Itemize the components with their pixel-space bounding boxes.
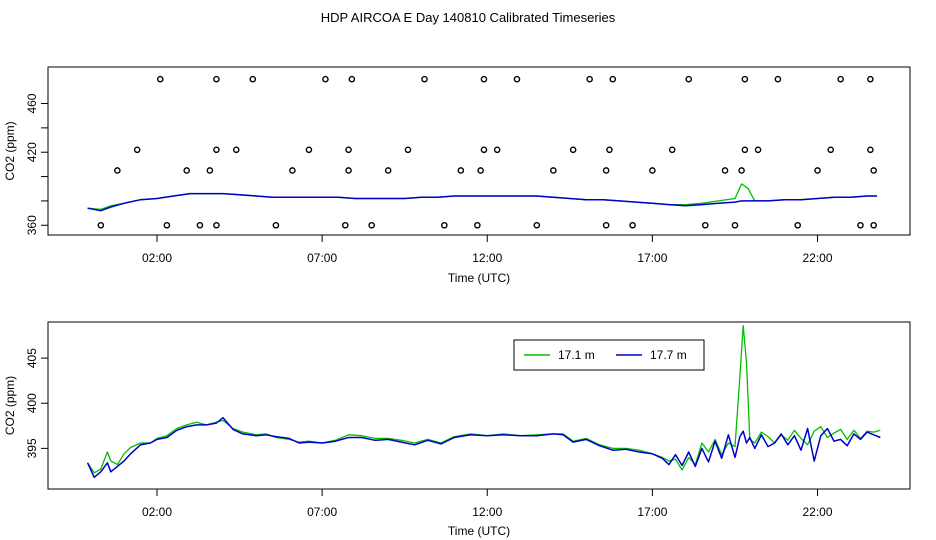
y-tick-label-2-0: 395 (25, 438, 39, 458)
scatter-point-54 (814, 167, 821, 174)
y-tick-label-2-1: 400 (25, 393, 39, 413)
scatter-point-55 (827, 146, 835, 154)
scatter-point-15 (305, 146, 313, 154)
x-tick-label-2-1: 07:00 (307, 505, 337, 519)
scatter-point-36 (586, 75, 593, 83)
scatter-point-28 (477, 167, 484, 174)
x-tick-label-2-3: 17:00 (637, 505, 667, 519)
scatter-point-27 (474, 221, 481, 229)
scatter-point-53 (794, 221, 802, 229)
scatter-point-17 (341, 221, 349, 229)
scatter-point-38 (602, 167, 610, 174)
x-tick-label-2-4: 22:00 (803, 505, 833, 519)
scatter-point-10 (213, 221, 220, 229)
legend-label-2: 17.7 m (650, 348, 687, 362)
scatter-point-49 (741, 146, 749, 154)
scatter-point-19 (345, 146, 352, 154)
scatter-point-30 (480, 75, 488, 83)
scatter-point-12 (249, 75, 257, 83)
scatter-point-5 (183, 167, 191, 174)
scatter-point-8 (213, 146, 220, 154)
scatter-point-50 (741, 75, 749, 83)
scatter-point-56 (837, 75, 844, 83)
scatter-point-11 (232, 146, 240, 154)
scatter-point-39 (606, 146, 613, 154)
scatter-point-41 (629, 221, 636, 229)
y-axis-label-2: CO2 (ppm) (3, 376, 17, 435)
scatter-point-60 (870, 167, 877, 174)
scatter-point-46 (721, 167, 729, 174)
scatter-point-58 (867, 146, 874, 154)
y-axis-label-1: CO2 (ppm) (3, 121, 17, 180)
scatter-point-40 (609, 75, 617, 83)
scatter-point-3 (156, 75, 164, 83)
series-line-1-2 (87, 192, 877, 212)
x-axis-label-1: Time (UTC) (448, 271, 510, 285)
y-tick-label-1-2: 460 (25, 93, 39, 113)
y-tick-label-2-2: 405 (25, 348, 39, 368)
x-tick-label-1-3: 17:00 (637, 251, 667, 265)
scatter-point-20 (348, 75, 356, 83)
x-tick-label-1-4: 22:00 (803, 251, 833, 265)
series-line-2-1 (87, 324, 881, 474)
scatter-point-59 (867, 75, 874, 83)
scatter-point-9 (213, 75, 220, 83)
page-title: HDP AIRCOA E Day 140810 Calibrated Times… (320, 10, 616, 25)
y-tick-label-1-1: 420 (25, 142, 39, 162)
scatter-point-14 (289, 167, 296, 174)
scatter-point-23 (404, 146, 412, 154)
y-tick-label-1-0: 360 (25, 215, 39, 235)
scatter-point-24 (421, 75, 428, 83)
scatter-point-6 (196, 221, 204, 229)
plot-frame-1 (47, 66, 911, 236)
scatter-point-32 (513, 75, 521, 83)
scatter-point-18 (345, 167, 352, 174)
scatter-point-43 (668, 146, 676, 154)
scatter-point-51 (754, 146, 762, 154)
legend-box (513, 339, 705, 371)
scatter-point-0 (97, 221, 105, 229)
x-tick-label-1-2: 12:00 (472, 251, 502, 265)
scatter-point-45 (701, 221, 709, 229)
x-tick-label-2-2: 12:00 (472, 505, 502, 519)
x-tick-label-1-0: 02:00 (142, 251, 172, 265)
scatter-point-25 (441, 221, 448, 229)
scatter-point-16 (322, 75, 329, 83)
scatter-point-47 (731, 221, 739, 229)
scatter-point-31 (493, 146, 501, 154)
scatter-point-7 (206, 167, 214, 174)
scatter-point-44 (685, 75, 693, 83)
x-axis-label-2: Time (UTC) (448, 524, 510, 538)
scatter-point-33 (533, 221, 541, 229)
scatter-point-42 (649, 167, 656, 174)
x-tick-label-2-0: 02:00 (142, 505, 172, 519)
scatter-point-57 (857, 221, 864, 229)
scatter-point-35 (569, 146, 577, 154)
scatter-point-34 (550, 167, 557, 174)
legend-label-1: 17.1 m (558, 348, 595, 362)
scatter-point-1 (114, 167, 121, 174)
scatter-point-13 (272, 221, 280, 229)
scatter-point-52 (774, 75, 782, 83)
scatter-point-22 (384, 167, 392, 174)
scatter-point-26 (457, 167, 465, 174)
series-line-2-2 (86, 416, 881, 479)
scatter-point-61 (870, 221, 877, 229)
scatter-point-21 (368, 221, 375, 229)
scatter-point-48 (738, 167, 745, 174)
x-tick-label-1-1: 07:00 (307, 251, 337, 265)
scatter-point-4 (163, 221, 171, 229)
plot-frame-2 (47, 321, 911, 490)
scatter-point-37 (602, 221, 610, 229)
scatter-point-2 (133, 146, 141, 154)
scatter-point-29 (480, 146, 488, 154)
